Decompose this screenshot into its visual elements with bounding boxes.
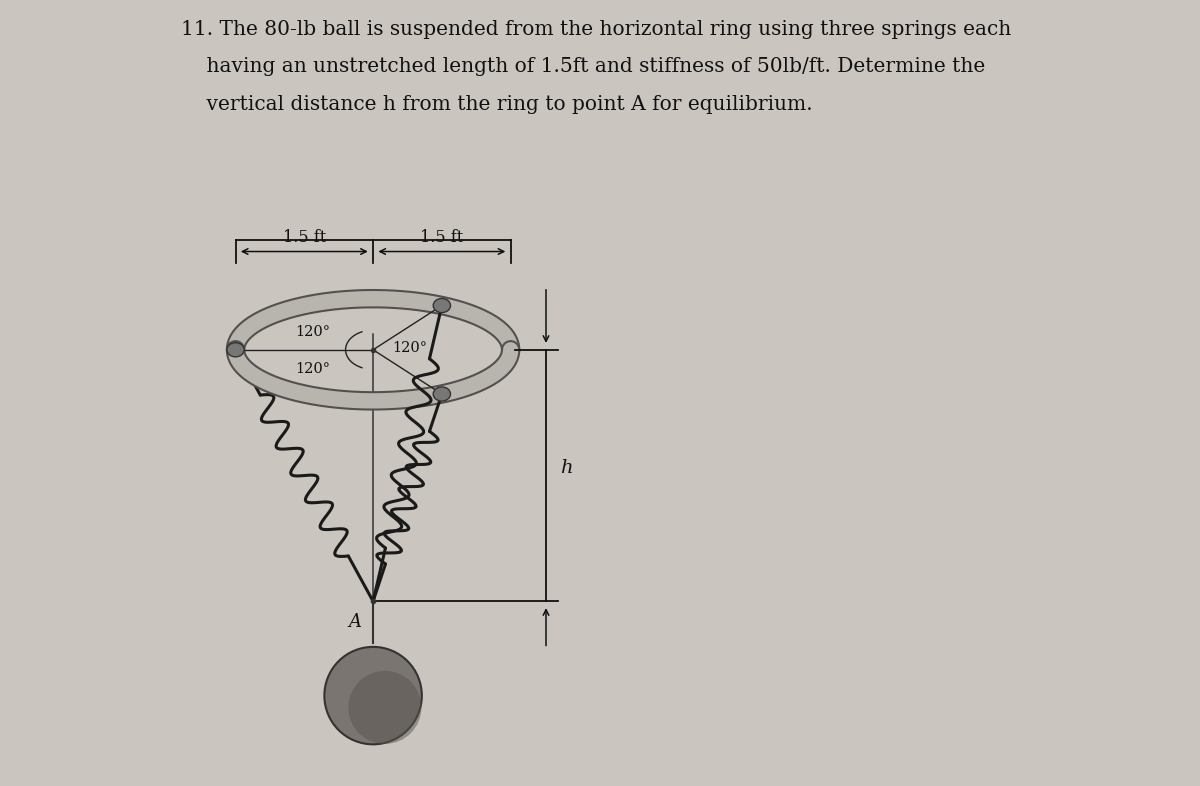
Ellipse shape xyxy=(433,299,450,313)
Text: 11. The 80-lb ball is suspended from the horizontal ring using three springs eac: 11. The 80-lb ball is suspended from the… xyxy=(180,20,1010,39)
Circle shape xyxy=(324,647,422,744)
Text: 120°: 120° xyxy=(392,341,427,355)
Ellipse shape xyxy=(227,343,244,357)
Text: 120°: 120° xyxy=(295,325,330,340)
Text: h: h xyxy=(560,459,572,476)
Text: having an unstretched length of 1.5ft and stiffness of 50lb/ft. Determine the: having an unstretched length of 1.5ft an… xyxy=(180,57,985,76)
Ellipse shape xyxy=(433,387,450,401)
Text: 1.5 ft: 1.5 ft xyxy=(283,229,326,246)
Circle shape xyxy=(348,670,421,744)
Text: A: A xyxy=(348,613,361,631)
Text: 120°: 120° xyxy=(295,362,330,376)
Text: vertical distance h from the ring to point A for equilibrium.: vertical distance h from the ring to poi… xyxy=(180,95,812,114)
Text: 1.5 ft: 1.5 ft xyxy=(420,229,463,246)
